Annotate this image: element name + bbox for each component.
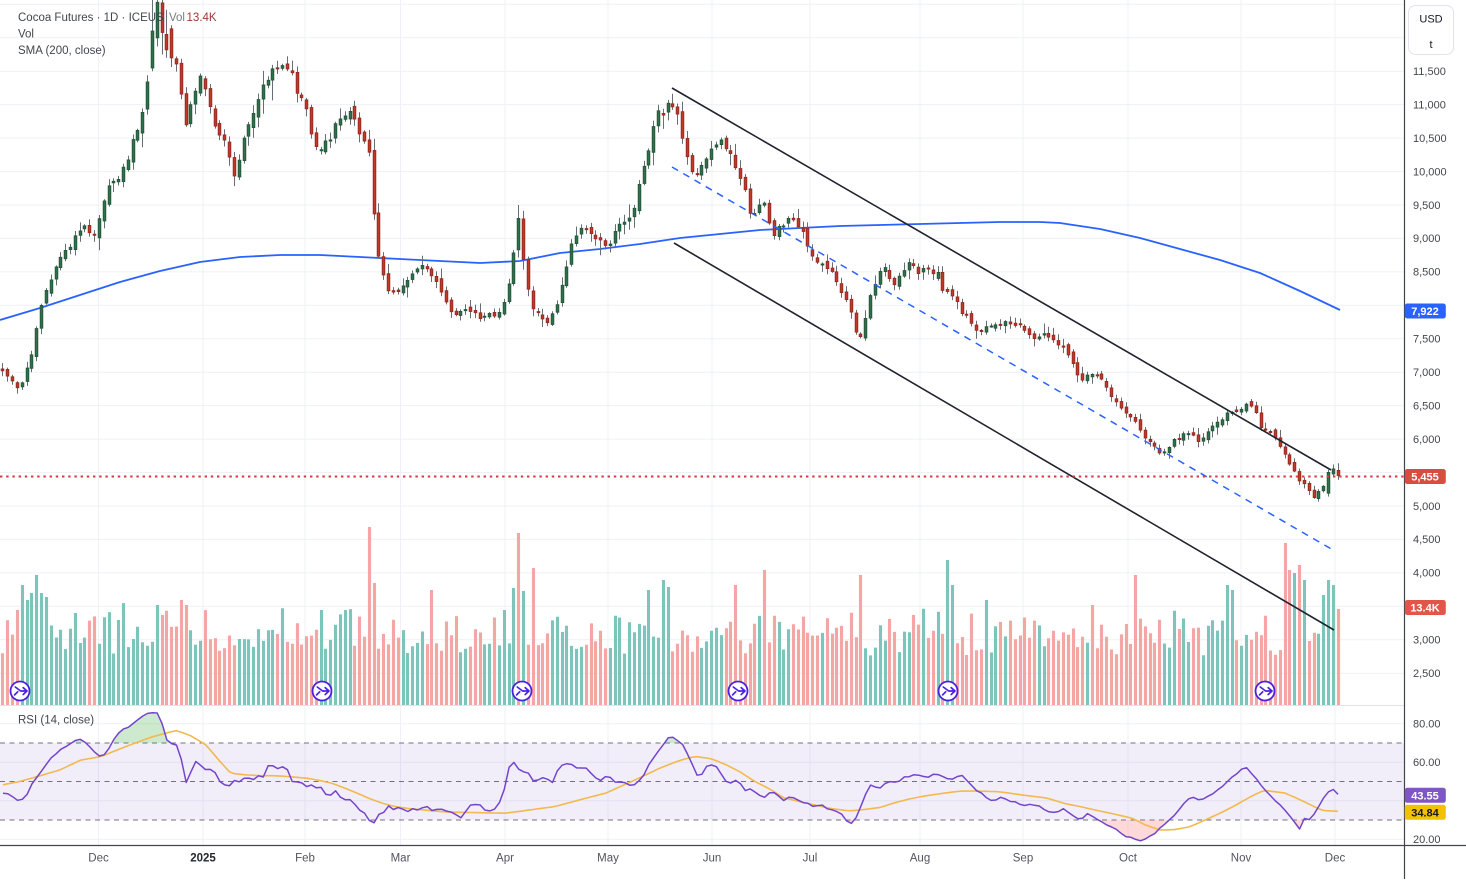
svg-text:5,455: 5,455: [1411, 472, 1439, 484]
svg-text:7,500: 7,500: [1413, 334, 1441, 346]
svg-text:6,000: 6,000: [1413, 434, 1441, 446]
svg-text:11,000: 11,000: [1413, 99, 1446, 111]
svg-text:Vol: Vol: [169, 12, 185, 24]
svg-text:Oct: Oct: [1119, 853, 1138, 865]
svg-text:11,500: 11,500: [1413, 66, 1446, 78]
svg-text:t: t: [1429, 39, 1432, 51]
svg-text:Cocoa Futures · 1D · ICEUS: Cocoa Futures · 1D · ICEUS: [18, 12, 164, 24]
svg-text:7,922: 7,922: [1411, 306, 1439, 318]
svg-text:9,500: 9,500: [1413, 200, 1441, 212]
svg-text:USD: USD: [1419, 14, 1442, 26]
svg-text:Feb: Feb: [295, 853, 315, 865]
svg-text:80.00: 80.00: [1413, 719, 1441, 731]
svg-text:34.84: 34.84: [1411, 807, 1439, 819]
svg-text:Mar: Mar: [391, 853, 411, 865]
svg-text:RSI (14, close): RSI (14, close): [18, 715, 94, 727]
svg-text:2025: 2025: [190, 853, 216, 865]
svg-text:5,000: 5,000: [1413, 501, 1441, 513]
svg-text:60.00: 60.00: [1413, 757, 1441, 769]
svg-text:Dec: Dec: [1325, 853, 1346, 865]
svg-text:Aug: Aug: [910, 853, 930, 865]
svg-text:SMA (200, close): SMA (200, close): [18, 45, 106, 57]
svg-text:6,500: 6,500: [1413, 400, 1441, 412]
svg-text:Nov: Nov: [1231, 853, 1252, 865]
svg-text:2,500: 2,500: [1413, 668, 1441, 680]
svg-text:4,500: 4,500: [1413, 534, 1441, 546]
svg-text:Sep: Sep: [1013, 853, 1033, 865]
svg-text:13.4K: 13.4K: [1410, 603, 1439, 615]
svg-text:Apr: Apr: [496, 853, 514, 865]
svg-text:Dec: Dec: [88, 853, 109, 865]
svg-text:4,000: 4,000: [1413, 568, 1441, 580]
svg-text:43.55: 43.55: [1411, 790, 1439, 802]
svg-text:10,500: 10,500: [1413, 133, 1447, 145]
svg-text:9,000: 9,000: [1413, 233, 1441, 245]
svg-text:May: May: [597, 853, 619, 865]
svg-text:Jun: Jun: [703, 853, 722, 865]
svg-text:8,500: 8,500: [1413, 267, 1441, 279]
svg-text:10,000: 10,000: [1413, 166, 1447, 178]
svg-text:Jul: Jul: [803, 853, 818, 865]
svg-text:Vol: Vol: [18, 29, 34, 41]
svg-text:20.00: 20.00: [1413, 834, 1441, 846]
svg-text:13.4K: 13.4K: [187, 12, 217, 24]
svg-text:7,000: 7,000: [1413, 367, 1441, 379]
svg-text:3,000: 3,000: [1413, 635, 1441, 647]
